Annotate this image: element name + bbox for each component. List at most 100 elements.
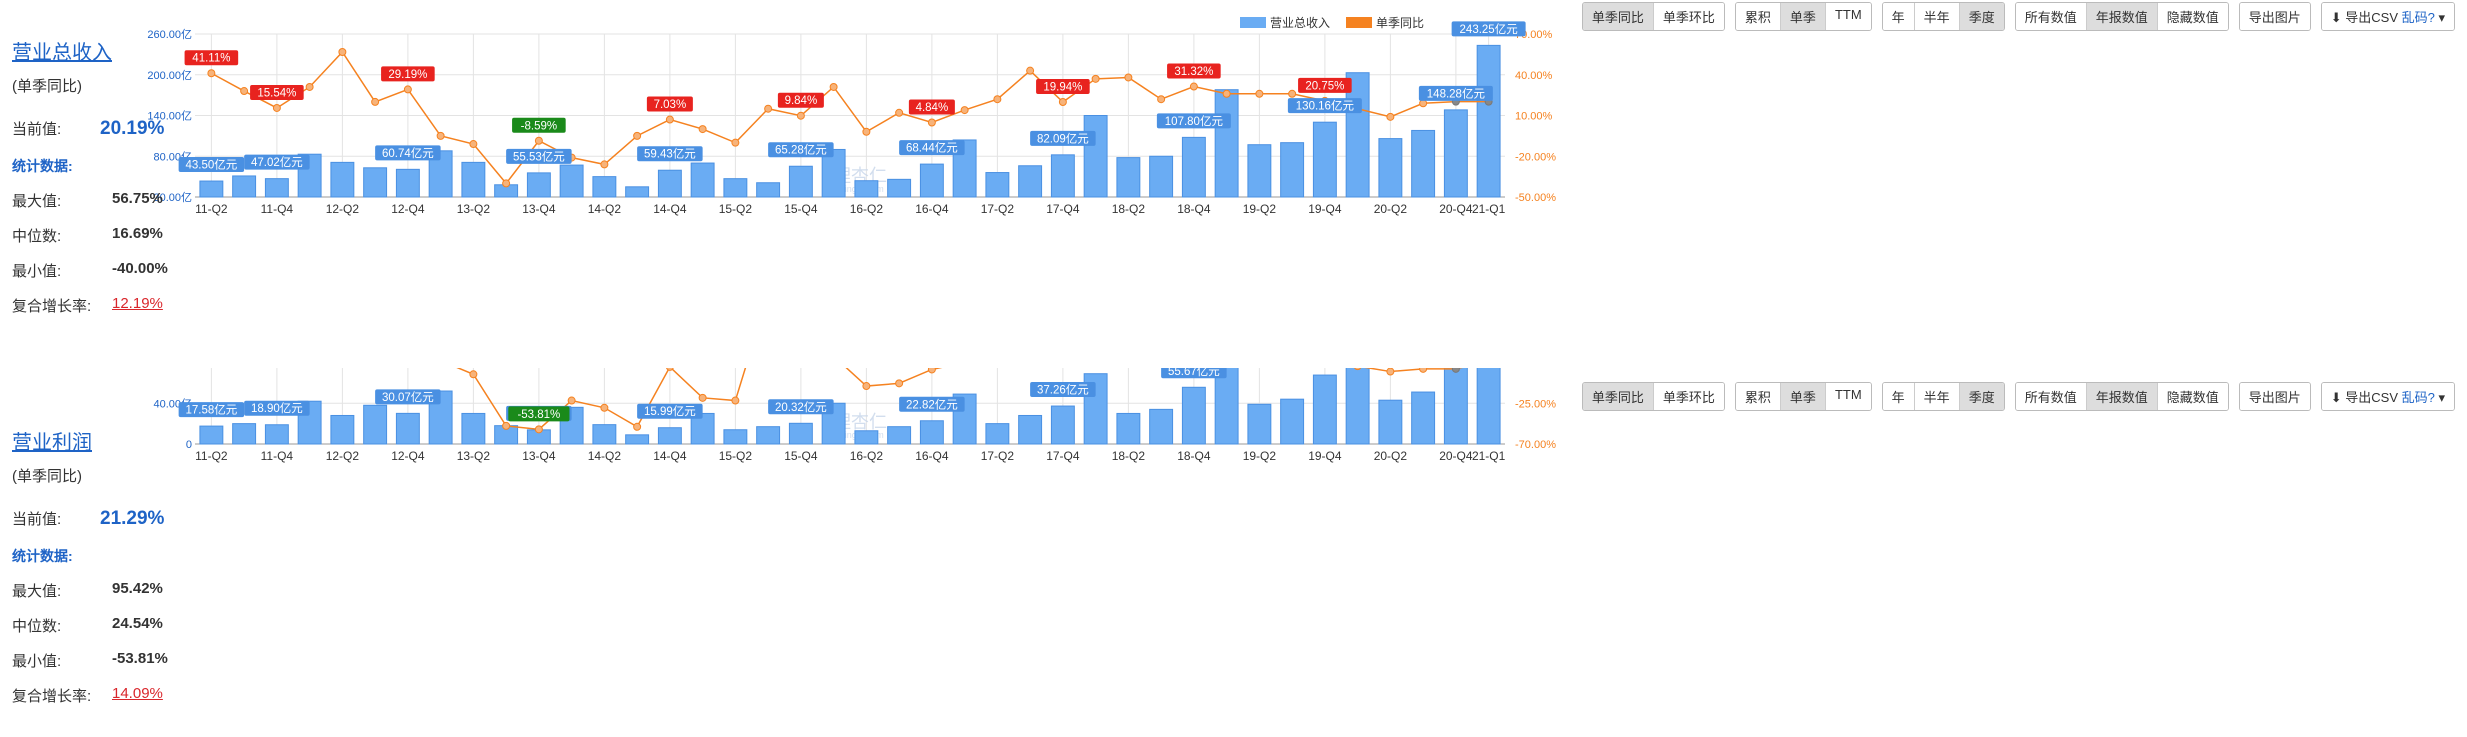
toolbar-button[interactable]: 单季	[1780, 3, 1826, 30]
toolbar-button[interactable]: 年	[1882, 383, 1915, 410]
line-point	[469, 370, 478, 379]
line-point	[1157, 95, 1166, 104]
bar	[1214, 89, 1239, 198]
x-tick-label: 20-Q4	[1439, 449, 1473, 463]
toolbar-button[interactable]: 所有数值	[2015, 383, 2087, 410]
x-tick-label: 14-Q4	[653, 202, 687, 216]
x-tick-label: 18-Q4	[1177, 449, 1211, 463]
toolbar-button[interactable]: 导出图片	[2239, 383, 2310, 410]
bar	[985, 172, 1010, 198]
toolbar-button[interactable]: 单季同比	[1582, 383, 1654, 410]
toolbar-button[interactable]: 单季环比	[1653, 3, 1724, 30]
line-data-label-text: 9.84%	[785, 95, 818, 107]
toolbar-button[interactable]: 季度	[1959, 3, 2004, 30]
toolbar-button[interactable]: 单季	[1780, 383, 1826, 410]
toolbar-button[interactable]: 年报数值	[2086, 383, 2158, 410]
bar	[1149, 155, 1174, 198]
bar	[1181, 386, 1206, 445]
bar-data-label-text: 30.07亿元	[382, 391, 434, 404]
bar	[1083, 115, 1108, 198]
toolbar-button[interactable]: 导出图片	[2239, 3, 2310, 30]
x-tick-label: 19-Q4	[1308, 449, 1342, 463]
line-point	[1124, 73, 1133, 82]
bar-data-label-bg	[768, 142, 834, 158]
bar	[1247, 403, 1272, 445]
bar	[559, 164, 584, 198]
stat-label: 中位数:	[12, 618, 62, 635]
legend-swatch	[1240, 17, 1266, 28]
bar	[232, 423, 257, 445]
bar	[1443, 368, 1468, 445]
toolbar-button[interactable]: 单季环比	[1653, 383, 1724, 410]
x-tick-label: 19-Q4	[1308, 202, 1342, 216]
toolbar-button[interactable]: 所有数值	[2015, 3, 2087, 30]
toolbar-button[interactable]: ⬇ 导出CSV 乱码? ▾	[2321, 383, 2454, 410]
operating-profit-panel: 040.00亿80.00亿120.00亿160.00亿-70.00%-25.00…	[0, 368, 2467, 736]
toolbar-button-label: 半年	[1923, 10, 1950, 25]
toolbar-button-label: 导出图片	[2248, 10, 2301, 25]
toolbar-button[interactable]: 单季同比	[1582, 3, 1654, 30]
bar	[395, 168, 420, 198]
bar	[1476, 368, 1501, 445]
download-icon: ⬇	[2330, 390, 2346, 405]
line-data-label-bg	[250, 84, 304, 100]
toolbar-group: 导出图片	[2238, 382, 2311, 411]
toolbar-button-label: 所有数值	[2024, 10, 2077, 25]
line-data-label-text: -8.59%	[521, 120, 557, 132]
bar	[395, 412, 420, 445]
current-value-label: 当前值:	[12, 121, 62, 138]
x-tick-label: 21-Q1	[1472, 449, 1506, 463]
bar-data-label-text: 20.32亿元	[775, 401, 827, 414]
panel-title[interactable]: 营业利润	[12, 432, 92, 454]
line-data-label-text: 20.75%	[1305, 80, 1344, 92]
bar-data-label-text: 60.74亿元	[382, 147, 434, 160]
toolbar-button[interactable]: TTM	[1825, 3, 1871, 30]
toolbar-button[interactable]: 年	[1882, 3, 1915, 30]
bar-data-label-bg	[1418, 85, 1493, 101]
line-data-label: 19.94%	[1036, 78, 1090, 94]
stat-value-cagr[interactable]: 12.19%	[112, 295, 163, 312]
series-line	[456, 368, 1463, 431]
toolbar-button[interactable]: 隐藏数值	[2157, 3, 2228, 30]
bar-data-label: 65.28亿元	[768, 142, 834, 158]
toolbar-button[interactable]: TTM	[1825, 383, 1871, 410]
toolbar-button-label: 单季同比	[1591, 10, 1644, 25]
bar-data-label: 130.16亿元	[1287, 98, 1362, 114]
garbled-help-link[interactable]: 乱码?	[2398, 390, 2435, 405]
bar-data-label: 47.02亿元	[244, 154, 310, 170]
panel-subtitle: (单季同比)	[12, 78, 82, 95]
line-point	[600, 403, 609, 412]
toolbar-button-label: 年	[1891, 390, 1905, 405]
toolbar-button[interactable]: 季度	[1959, 383, 2004, 410]
toolbar-button[interactable]: ⬇ 导出CSV 乱码? ▾	[2321, 3, 2454, 30]
stat-value-cagr[interactable]: 14.09%	[112, 685, 163, 702]
toolbar-button[interactable]: 隐藏数值	[2157, 383, 2228, 410]
bar	[756, 426, 781, 445]
stat-label: 最大值:	[12, 193, 62, 210]
bar-data-label-bg	[178, 402, 245, 418]
line-point	[502, 179, 511, 188]
panel-title[interactable]: 营业总收入	[12, 42, 112, 64]
bar-data-label-bg	[375, 389, 441, 405]
y-left-tick-label: 200.00亿	[147, 69, 192, 82]
bar	[363, 167, 388, 198]
y-right-tick-label: -25.00%	[1515, 398, 1556, 410]
toolbar-button[interactable]: 累积	[1735, 3, 1781, 30]
toolbar-button[interactable]: 半年	[1914, 383, 1960, 410]
stat-label: 最大值:	[12, 583, 62, 600]
toolbar-button[interactable]: 年报数值	[2086, 3, 2158, 30]
line-point	[1026, 66, 1035, 75]
toolbar-button[interactable]: 累积	[1735, 383, 1781, 410]
bar-data-label-text: 18.90亿元	[251, 402, 303, 415]
bar-data-label-text: 47.02亿元	[251, 156, 303, 169]
x-tick-label: 14-Q2	[588, 449, 622, 463]
revenue-panel: 20.00亿 80.00亿 140.00亿 200.00亿 260.00亿 -50.00%…	[0, 0, 2467, 368]
garbled-help-link[interactable]: 乱码?	[2398, 10, 2435, 25]
bar-data-label-text: 148.28亿元	[1427, 87, 1486, 100]
bar-data-label-text: 59.43亿元	[644, 148, 696, 161]
line-point	[993, 95, 1002, 104]
line-point	[371, 97, 380, 106]
toolbar-button[interactable]: 半年	[1914, 3, 1960, 30]
line-data-label: 7.03%	[646, 96, 693, 112]
line-point	[829, 82, 838, 91]
